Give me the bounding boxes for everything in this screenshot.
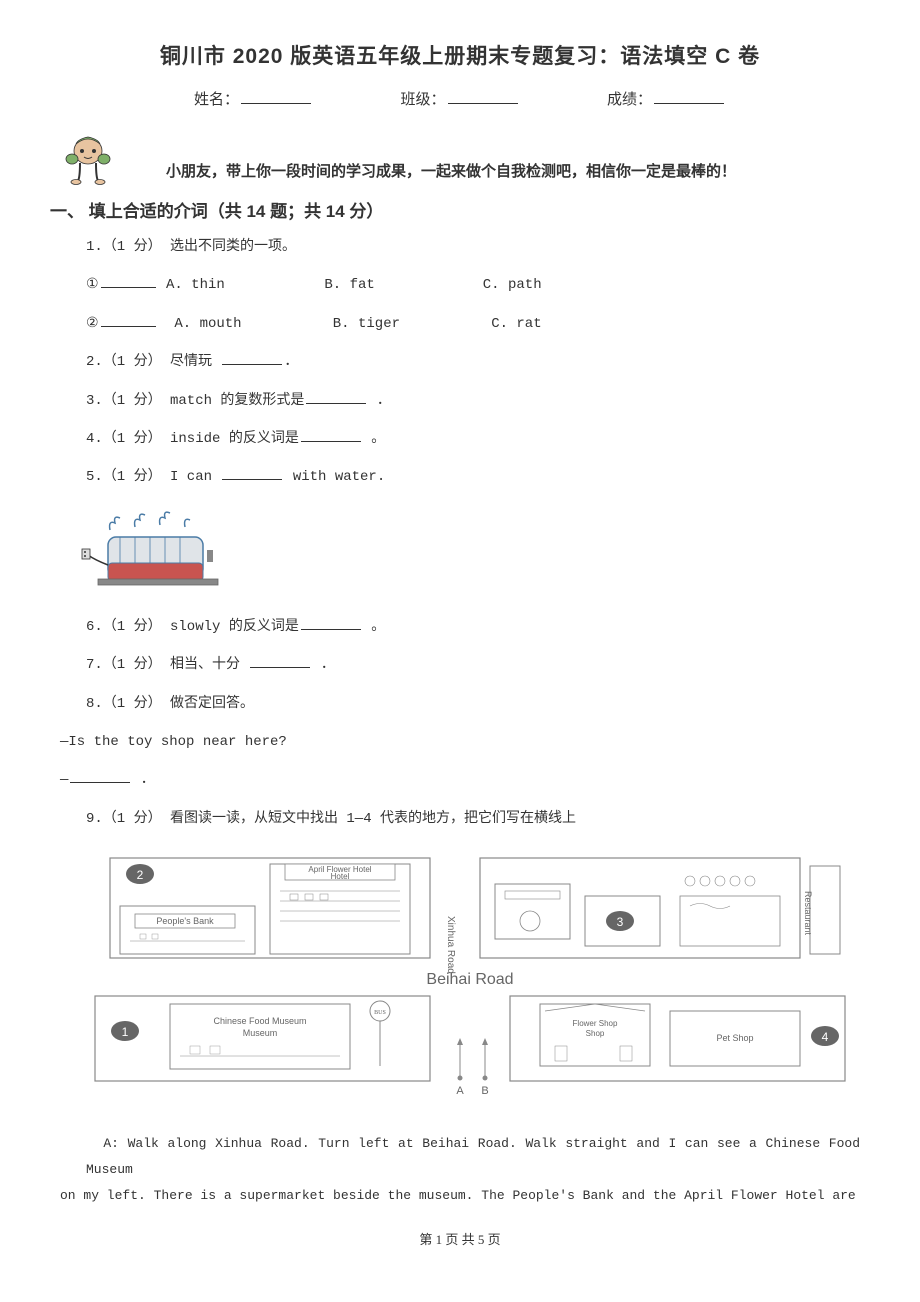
q7-blank[interactable] bbox=[250, 667, 310, 668]
q5-blank[interactable] bbox=[222, 479, 282, 480]
q1-1-choice-b: B. fat bbox=[324, 274, 474, 296]
name-blank[interactable] bbox=[241, 103, 311, 104]
svg-text:Shop: Shop bbox=[586, 1029, 605, 1038]
question-1-stem: 1.（1 分） 选出不同类的一项。 bbox=[50, 236, 870, 258]
page-footer: 第 1 页 共 5 页 bbox=[50, 1229, 870, 1268]
question-5: 5.（1 分） I can with water. bbox=[50, 466, 870, 488]
exam-title: 铜川市 2020 版英语五年级上册期末专题复习：语法填空 C 卷 bbox=[50, 40, 870, 70]
q1-2-choice-c: C. rat bbox=[491, 313, 641, 335]
q1-1-choice-c: C. path bbox=[483, 274, 633, 296]
q6-blank[interactable] bbox=[301, 629, 361, 630]
q1-2-choice-b: B. tiger bbox=[333, 313, 483, 335]
q8-blank[interactable] bbox=[70, 782, 130, 783]
map-image: 2 April Flower Hotel Hotel People's Bank… bbox=[90, 846, 850, 1106]
toaster-image bbox=[80, 505, 230, 595]
passage-line-1: A: Walk along Xinhua Road. Turn left at … bbox=[50, 1131, 870, 1183]
question-4: 4.（1 分） inside 的反义词是 。 bbox=[50, 428, 870, 450]
svg-text:Restaurant: Restaurant bbox=[803, 891, 813, 936]
passage-line-2: on my left. There is a supermarket besid… bbox=[50, 1183, 870, 1209]
score-label: 成绩： bbox=[607, 88, 652, 109]
q2-blank[interactable] bbox=[222, 364, 282, 365]
question-3: 3.（1 分） match 的复数形式是 ． bbox=[50, 390, 870, 412]
question-6: 6.（1 分） slowly 的反义词是 。 bbox=[50, 616, 870, 638]
class-label: 班级： bbox=[400, 88, 445, 109]
svg-text:Xinhua Road: Xinhua Road bbox=[445, 916, 456, 974]
q4-blank[interactable] bbox=[301, 441, 361, 442]
mascot-greeting-row: 小朋友，带上你一段时间的学习成果，一起来做个自我检测吧，相信你一定是最棒的！ bbox=[50, 129, 870, 185]
question-8-line1: —Is the toy shop near here? bbox=[50, 731, 870, 753]
class-blank[interactable] bbox=[448, 103, 518, 104]
svg-text:Hotel: Hotel bbox=[331, 872, 350, 881]
svg-text:3: 3 bbox=[617, 915, 624, 929]
question-1-choice-row-1: ① A. thin B. fat C. path bbox=[50, 274, 870, 296]
score-blank[interactable] bbox=[654, 103, 724, 104]
section-1-heading: 一、 填上合适的介词（共 14 题；共 14 分） bbox=[50, 197, 870, 222]
question-7: 7.（1 分） 相当、十分 ． bbox=[50, 654, 870, 676]
svg-text:B: B bbox=[481, 1085, 488, 1097]
q1-blank1[interactable] bbox=[101, 287, 156, 288]
svg-text:Flower Shop: Flower Shop bbox=[573, 1019, 618, 1028]
mascot-icon bbox=[60, 129, 116, 185]
question-1-choice-row-2: ② A. mouth B. tiger C. rat bbox=[50, 313, 870, 335]
svg-text:Chinese Food Museum: Chinese Food Museum bbox=[213, 1016, 306, 1026]
question-8-line2: — ． bbox=[50, 769, 870, 791]
svg-text:Pet Shop: Pet Shop bbox=[716, 1033, 753, 1043]
question-9-stem: 9.（1 分） 看图读一读，从短文中找出 1—4 代表的地方，把它们写在横线上 bbox=[50, 808, 870, 830]
q1-blank2[interactable] bbox=[101, 326, 156, 327]
name-label: 姓名： bbox=[194, 88, 239, 109]
svg-text:A: A bbox=[456, 1085, 464, 1097]
svg-text:People's Bank: People's Bank bbox=[156, 916, 214, 926]
student-info-row: 姓名： 班级： 成绩： bbox=[50, 88, 870, 109]
svg-text:BUS: BUS bbox=[374, 1010, 386, 1016]
svg-text:1: 1 bbox=[122, 1025, 129, 1039]
svg-text:Beihai Road: Beihai Road bbox=[426, 971, 513, 988]
greeting-text: 小朋友，带上你一段时间的学习成果，一起来做个自我检测吧，相信你一定是最棒的！ bbox=[166, 160, 870, 185]
svg-text:2: 2 bbox=[137, 868, 144, 882]
q1-2-choice-a: A. mouth bbox=[174, 313, 324, 335]
q1-num2: ② bbox=[86, 316, 99, 332]
q1-1-choice-a: A. thin bbox=[166, 274, 316, 296]
question-2: 2.（1 分） 尽情玩 ． bbox=[50, 351, 870, 373]
svg-text:Museum: Museum bbox=[243, 1028, 278, 1038]
q3-blank[interactable] bbox=[306, 403, 366, 404]
svg-text:4: 4 bbox=[822, 1030, 829, 1044]
q1-num1: ① bbox=[86, 277, 99, 293]
question-8-stem: 8.（1 分） 做否定回答。 bbox=[50, 693, 870, 715]
